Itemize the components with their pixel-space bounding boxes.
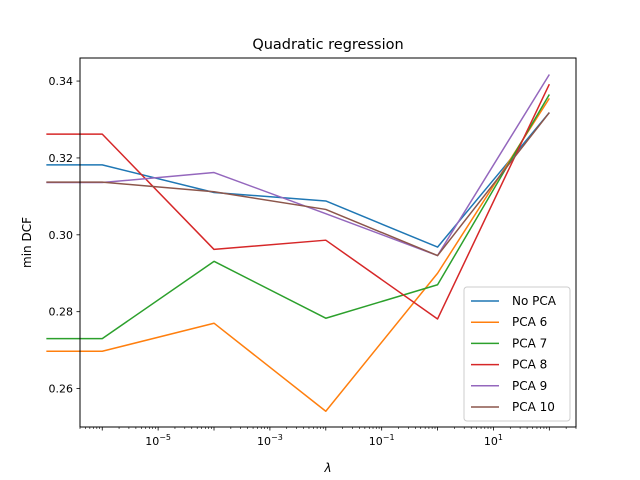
series-line-3: [46, 94, 550, 340]
y-tick-label: 0.32: [49, 152, 74, 165]
series-line-6: [46, 112, 550, 257]
series-line-2: [46, 97, 550, 412]
y-axis-label: min DCF: [20, 217, 34, 268]
x-tick-label: 10−1: [369, 433, 395, 448]
legend-label: PCA 9: [512, 379, 547, 393]
legend: No PCA PCA 6 PCA 7 PCA 8 PCA 9 PCA 10: [463, 286, 571, 422]
legend-box: [463, 286, 571, 422]
plot-frame: [79, 57, 577, 428]
x-tick-label: 10−3: [257, 433, 283, 448]
y-tick-label: 0.30: [49, 229, 74, 242]
legend-label: PCA 8: [512, 358, 547, 372]
x-tick-label: 101: [484, 433, 503, 448]
legend-label: PCA 6: [512, 315, 547, 329]
legend-label: PCA 7: [512, 336, 547, 350]
y-tick-label: 0.26: [49, 383, 74, 396]
series-line-4: [46, 83, 551, 320]
legend-label: PCA 10: [512, 400, 555, 414]
y-tick-label: 0.28: [49, 306, 74, 319]
x-tick-label: 10−5: [145, 433, 171, 448]
chart-title: Quadratic regression: [252, 37, 403, 53]
legend-label: No PCA: [512, 294, 557, 308]
y-tick-label: 0.34: [49, 75, 74, 88]
x-axis-label: λ: [323, 461, 331, 475]
